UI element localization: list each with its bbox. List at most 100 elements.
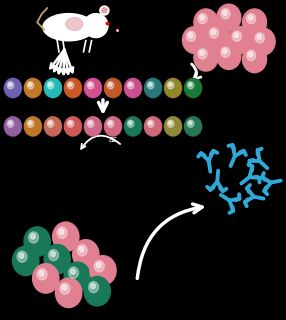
Circle shape [29, 121, 32, 125]
Circle shape [77, 245, 87, 256]
Circle shape [27, 82, 34, 89]
Circle shape [49, 250, 59, 261]
Circle shape [164, 78, 182, 98]
Ellipse shape [66, 18, 83, 30]
Circle shape [9, 121, 12, 125]
Ellipse shape [100, 6, 109, 15]
Circle shape [24, 117, 41, 136]
Circle shape [4, 78, 21, 98]
Circle shape [47, 82, 54, 89]
Circle shape [223, 49, 227, 54]
Circle shape [107, 120, 114, 127]
Circle shape [223, 11, 227, 15]
Circle shape [228, 27, 252, 53]
Circle shape [164, 117, 182, 136]
Circle shape [69, 267, 79, 278]
Circle shape [243, 46, 267, 73]
Circle shape [200, 51, 204, 55]
Circle shape [44, 78, 61, 98]
Circle shape [59, 229, 64, 234]
Circle shape [57, 227, 67, 238]
Circle shape [251, 28, 275, 55]
Circle shape [94, 261, 104, 272]
Circle shape [217, 43, 241, 69]
Circle shape [79, 247, 84, 252]
Circle shape [84, 276, 110, 306]
Circle shape [147, 82, 154, 89]
Circle shape [257, 35, 261, 39]
Circle shape [37, 269, 47, 280]
Circle shape [209, 28, 219, 38]
Circle shape [49, 121, 52, 125]
Circle shape [221, 47, 230, 57]
Ellipse shape [43, 13, 94, 41]
Circle shape [31, 234, 35, 239]
Circle shape [47, 120, 54, 127]
Circle shape [232, 31, 241, 41]
Circle shape [149, 83, 152, 86]
Circle shape [188, 33, 193, 38]
Circle shape [234, 33, 239, 38]
Circle shape [29, 232, 39, 243]
Circle shape [186, 31, 196, 41]
Circle shape [87, 120, 94, 127]
Circle shape [184, 78, 202, 98]
Circle shape [221, 9, 230, 19]
Circle shape [33, 264, 59, 293]
Circle shape [55, 278, 82, 308]
Circle shape [91, 284, 96, 289]
Circle shape [189, 83, 192, 86]
Circle shape [7, 120, 14, 127]
Circle shape [84, 117, 102, 136]
Circle shape [247, 50, 256, 60]
Circle shape [187, 120, 194, 127]
Circle shape [127, 82, 134, 89]
Circle shape [29, 83, 32, 86]
Circle shape [44, 117, 61, 136]
Circle shape [87, 82, 94, 89]
Circle shape [124, 117, 142, 136]
Circle shape [198, 49, 207, 59]
Circle shape [51, 252, 55, 257]
Circle shape [167, 82, 174, 89]
Circle shape [249, 15, 253, 20]
Circle shape [169, 83, 172, 86]
Circle shape [19, 253, 24, 258]
Circle shape [49, 83, 52, 86]
Circle shape [7, 82, 14, 89]
Circle shape [109, 121, 112, 125]
Circle shape [144, 117, 162, 136]
Circle shape [17, 251, 27, 262]
Circle shape [129, 121, 132, 125]
Circle shape [249, 52, 253, 57]
Circle shape [189, 121, 192, 125]
Circle shape [64, 262, 90, 292]
Circle shape [64, 78, 82, 98]
Circle shape [194, 44, 218, 71]
Circle shape [255, 33, 264, 43]
Circle shape [211, 30, 216, 35]
Circle shape [69, 83, 72, 86]
Circle shape [53, 222, 79, 252]
Circle shape [24, 78, 41, 98]
Circle shape [129, 83, 132, 86]
Circle shape [194, 9, 218, 36]
Circle shape [9, 83, 12, 86]
Circle shape [205, 23, 229, 50]
Circle shape [217, 4, 241, 31]
Circle shape [149, 121, 152, 125]
Circle shape [89, 282, 99, 293]
Circle shape [67, 120, 74, 127]
Circle shape [44, 244, 70, 274]
Circle shape [4, 117, 21, 136]
Circle shape [182, 27, 206, 53]
Circle shape [147, 120, 154, 127]
Circle shape [167, 120, 174, 127]
Circle shape [73, 240, 99, 269]
Circle shape [187, 82, 194, 89]
Circle shape [104, 78, 122, 98]
Circle shape [60, 283, 70, 294]
Circle shape [13, 246, 39, 276]
Ellipse shape [84, 13, 108, 37]
Circle shape [127, 120, 134, 127]
